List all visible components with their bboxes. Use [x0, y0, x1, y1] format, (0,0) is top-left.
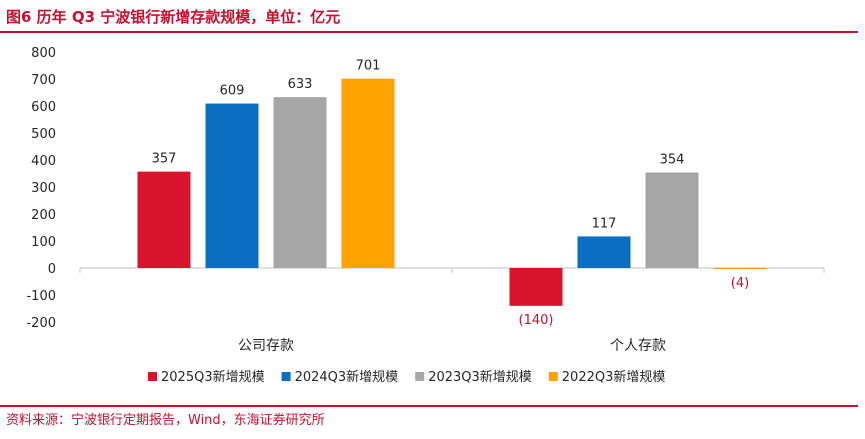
bar: [273, 97, 327, 268]
legend-label: 2022Q3新增规模: [562, 369, 666, 385]
y-tick-label: 300: [31, 181, 56, 196]
y-tick-label: 600: [31, 100, 56, 115]
legend-label: 2023Q3新增规模: [428, 369, 532, 385]
bar: [205, 103, 259, 268]
data-label: 354: [660, 152, 685, 167]
y-tick-label: 500: [31, 127, 56, 142]
legend-swatch: [415, 372, 425, 381]
data-label: (4): [731, 276, 749, 291]
y-tick-label: 700: [31, 73, 56, 88]
y-tick-label: 0: [48, 262, 56, 277]
data-label: 633: [288, 77, 313, 92]
y-tick-label: -100: [26, 289, 56, 304]
legend-swatch: [548, 372, 558, 381]
category-label: 公司存款: [238, 338, 294, 354]
data-label: 117: [592, 216, 617, 231]
footer-divider: [0, 405, 858, 407]
bar: [137, 171, 191, 268]
bar: [645, 172, 699, 268]
legend-label: 2024Q3新增规模: [295, 369, 399, 385]
source-note: 资料来源：宁波银行定期报告，Wind，东海证券研究所: [6, 413, 325, 428]
bar: [713, 268, 767, 270]
bar: [577, 236, 631, 268]
bar: [341, 78, 395, 268]
y-tick-label: 400: [31, 154, 56, 169]
legend-swatch: [281, 372, 291, 381]
data-label: 609: [220, 84, 245, 99]
y-tick-label: -200: [26, 316, 56, 331]
category-label: 个人存款: [610, 338, 666, 354]
data-label: (140): [519, 313, 554, 328]
data-label: 357: [152, 152, 177, 167]
legend-swatch: [148, 372, 157, 381]
bar: [509, 268, 563, 306]
y-tick-label: 200: [31, 208, 56, 223]
chart-title: 图6 历年 Q3 宁波银行新增存款规模，单位：亿元: [6, 8, 341, 26]
legend-label: 2025Q3新增规模: [161, 369, 265, 385]
y-tick-label: 100: [31, 235, 56, 250]
y-tick-label: 800: [31, 46, 56, 61]
title-divider: [0, 31, 858, 33]
data-label: 701: [356, 59, 381, 74]
